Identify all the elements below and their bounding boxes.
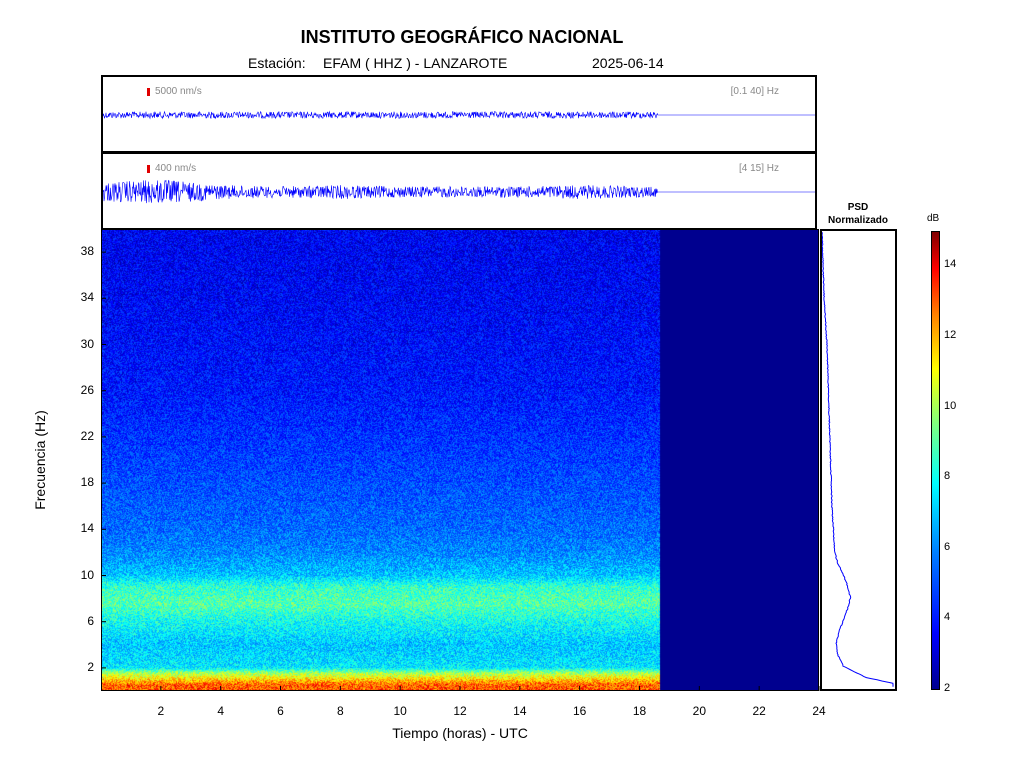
psd-title: PSD <box>847 202 869 213</box>
psd-panel <box>820 229 897 691</box>
psd-curve <box>821 231 894 687</box>
x-tick-label: 20 <box>692 704 707 718</box>
station-prefix: Estación: <box>248 55 306 71</box>
x-tick-label: 16 <box>572 704 587 718</box>
y-tick-label: 38 <box>80 244 94 259</box>
y-tick-label: 22 <box>80 428 94 443</box>
seismogram-line <box>103 110 815 120</box>
trace-broadband <box>103 110 815 120</box>
colorbar-tick-label: 2 <box>944 682 951 694</box>
colorbar-tick-label: 14 <box>944 258 957 271</box>
x-tick-label: 10 <box>393 704 407 718</box>
date-label: 2025-06-14 <box>592 55 664 71</box>
spectrogram-panel <box>101 229 819 691</box>
x-tick-label: 4 <box>217 704 224 718</box>
y-tick-label: 2 <box>87 659 94 674</box>
colorbar-tick-label: 10 <box>944 399 957 412</box>
y-tick-label: 6 <box>87 613 94 628</box>
x-tick-label: 8 <box>336 704 344 718</box>
x-tick-label: 18 <box>632 704 647 718</box>
station-label: EFAM ( HHZ ) - LANZAROTE <box>323 55 508 71</box>
trace-band-label: [4 15] Hz <box>738 163 779 174</box>
y-tick-label: 30 <box>80 336 94 351</box>
trace-scale-broadband: 5000 nm/s <box>147 86 202 97</box>
colorbar-tick-label: 12 <box>944 328 957 341</box>
x-tick-label: 2 <box>157 704 165 718</box>
page-title: INSTITUTO GEOGRÁFICO NACIONAL <box>300 27 624 47</box>
y-tick-label: 18 <box>80 475 94 490</box>
y-tick-label: 14 <box>80 521 94 536</box>
x-tick-label: 6 <box>277 704 284 718</box>
x-tick-label: 22 <box>752 704 766 718</box>
x-tick-label: 12 <box>453 704 467 718</box>
x-tick-label: 14 <box>513 704 527 718</box>
colorbar <box>931 231 940 690</box>
psd-subtitle: Normalizado <box>827 215 888 226</box>
trace-band-label: [0.1 40] Hz <box>730 86 779 97</box>
trace-panel-broadband: 5000 nm/s [0.1 40] Hz <box>101 75 817 153</box>
y-tick-label: 26 <box>80 382 94 397</box>
scale-bar-icon <box>147 164 150 173</box>
spectrogram-heatmap <box>102 230 818 690</box>
seismogram-line <box>103 179 815 204</box>
colorbar-unit: dB <box>927 213 940 224</box>
x-axis-label: Tiempo (horas) - UTC <box>392 725 528 741</box>
y-tick-label: 10 <box>80 567 94 582</box>
trace-scale-label: 400 nm/s <box>155 163 197 174</box>
psd-line <box>821 231 894 687</box>
y-axis-label: Frecuencia (Hz) <box>32 410 48 510</box>
x-tick-label: 24 <box>812 704 826 718</box>
colorbar-tick-label: 6 <box>944 540 951 553</box>
colorbar-tick-label: 8 <box>944 470 951 483</box>
trace-scale-filtered: 400 nm/s <box>147 163 196 174</box>
trace-panel-filtered: 400 nm/s [4 15] Hz <box>101 152 817 230</box>
y-tick-label: 34 <box>80 290 94 305</box>
colorbar-tick-label: 4 <box>944 611 951 624</box>
scale-bar-icon <box>147 87 150 96</box>
trace-filtered <box>103 179 815 204</box>
trace-scale-label: 5000 nm/s <box>155 86 202 97</box>
